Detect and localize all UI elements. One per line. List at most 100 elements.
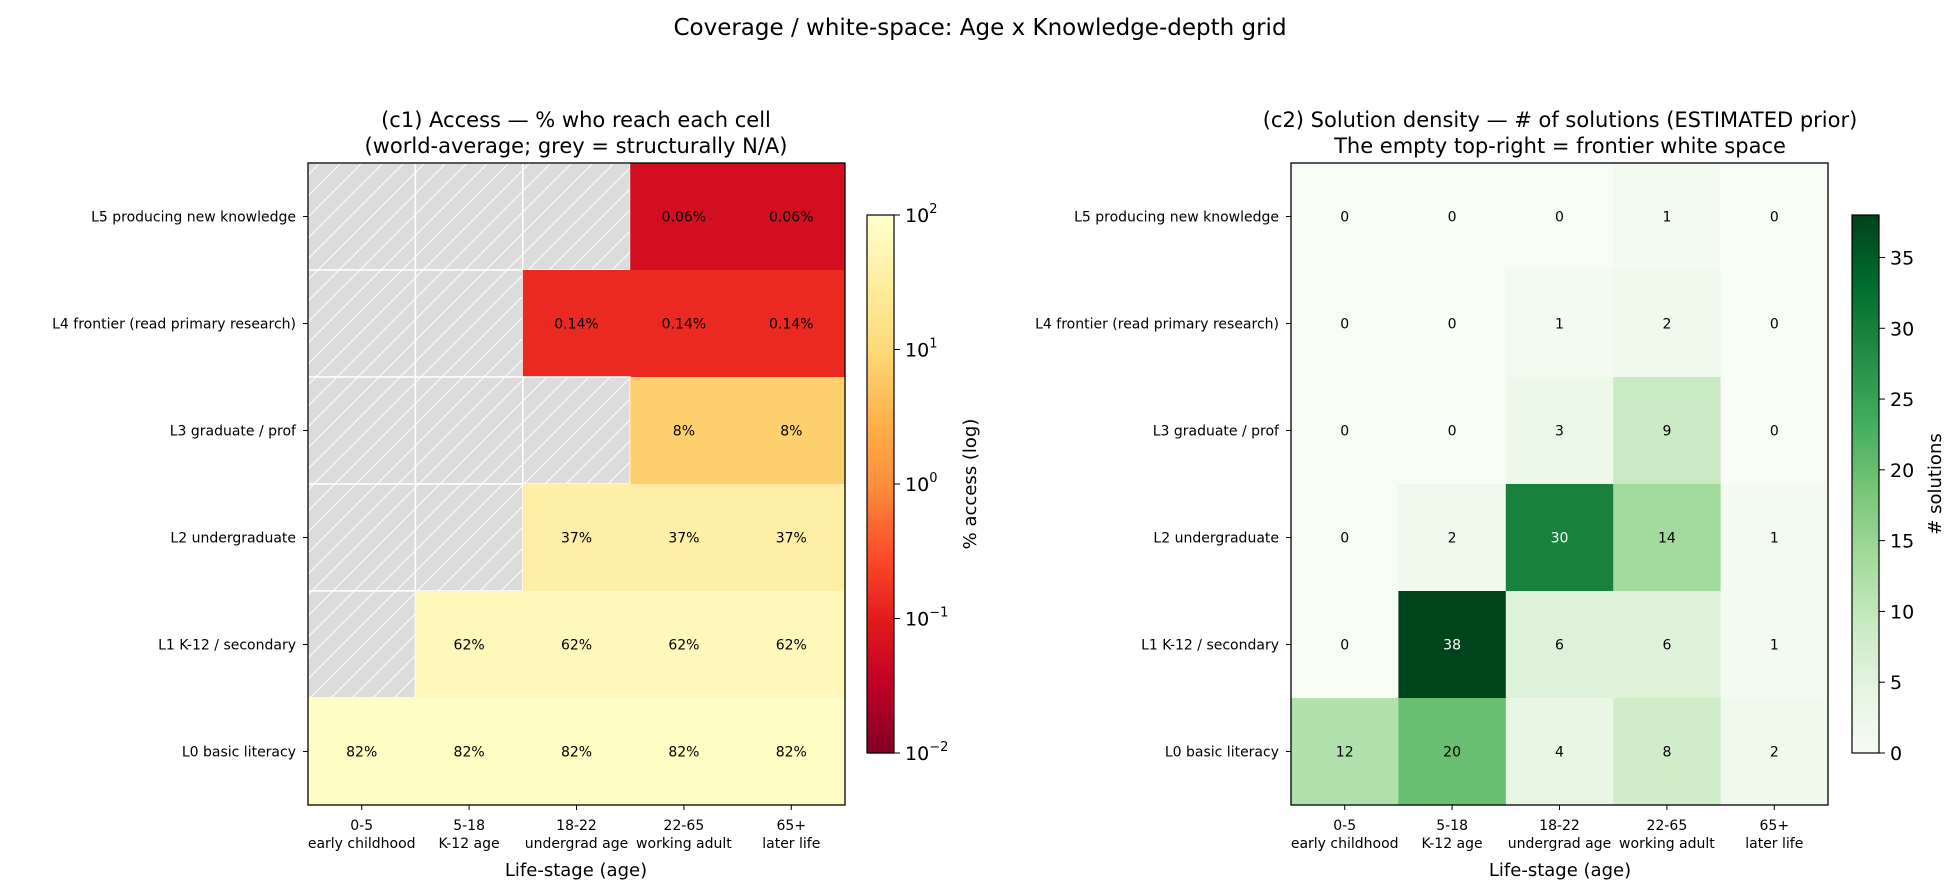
access-colorbar-gradient-step bbox=[867, 658, 894, 664]
solutions-colorbar-gradient-step bbox=[1852, 228, 1879, 234]
solutions-colorbar-gradient-step bbox=[1852, 501, 1879, 508]
solutions-colorbar-gradient-step bbox=[1852, 264, 1879, 270]
solutions-colorbar-gradient-step bbox=[1852, 412, 1879, 418]
access-colorbar-gradient-step bbox=[867, 600, 894, 606]
access-colorbar-gradient-step bbox=[867, 291, 894, 297]
solutions-panel: (c2) Solution density — # of solutions (… bbox=[1035, 108, 1946, 881]
solutions-cell-label: 0 bbox=[1448, 210, 1457, 226]
solutions-colorbar-gradient-step bbox=[1852, 223, 1879, 230]
access-colorbar-gradient-step bbox=[867, 322, 894, 328]
solutions-cell-label: 0 bbox=[1340, 424, 1349, 440]
solutions-cell bbox=[1291, 484, 1399, 592]
access-colorbar-gradient-step bbox=[867, 627, 894, 633]
access-colorbar-gradient-step bbox=[867, 528, 894, 534]
access-colorbar-tick-label: 102 bbox=[905, 202, 937, 227]
solutions-colorbar-gradient-step bbox=[1852, 667, 1879, 673]
solutions-colorbar-gradient-step bbox=[1852, 748, 1879, 754]
access-cell-label: 82% bbox=[346, 745, 377, 761]
access-colorbar-gradient-step bbox=[867, 466, 894, 472]
access-colorbar-gradient-step bbox=[867, 726, 894, 732]
solutions-cell bbox=[1291, 591, 1399, 699]
solutions-colorbar-gradient-step bbox=[1852, 439, 1879, 445]
access-colorbar-gradient-step bbox=[867, 564, 894, 570]
access-colorbar-gradient-step bbox=[867, 537, 894, 543]
access-colorbar-gradient-step bbox=[867, 636, 894, 642]
solutions-colorbar-gradient-step bbox=[1852, 362, 1879, 369]
access-cell-label: 37% bbox=[776, 531, 807, 547]
access-colorbar-gradient-step bbox=[867, 385, 894, 391]
access-colorbar-gradient-step bbox=[867, 712, 894, 718]
solutions-colorbar-gradient-step bbox=[1852, 407, 1879, 413]
access-colorbar-gradient-step bbox=[867, 587, 894, 593]
access-y-tick-label: L1 K-12 / secondary bbox=[158, 638, 296, 654]
solutions-x-tick-labels: 0-5 early childhood 5-18 K-12 age 18-22 under… bbox=[1291, 805, 1803, 852]
solutions-colorbar-gradient-step bbox=[1852, 510, 1879, 516]
solutions-colorbar-gradient-step bbox=[1852, 497, 1879, 503]
access-colorbar-gradient-step bbox=[867, 452, 894, 458]
solutions-cell bbox=[1291, 163, 1399, 271]
access-colorbar-gradient-step bbox=[867, 479, 894, 485]
access-cell-label: 82% bbox=[454, 745, 485, 761]
solutions-colorbar-gradient-step bbox=[1852, 484, 1879, 490]
solutions-y-tick-label: L4 frontier (read primary research) bbox=[1035, 317, 1279, 333]
access-colorbar-gradient-step bbox=[867, 676, 894, 682]
na-cell bbox=[307, 162, 417, 271]
na-cell bbox=[307, 376, 417, 485]
solutions-colorbar-gradient-step bbox=[1852, 640, 1879, 646]
access-colorbar-tick-label: 101 bbox=[905, 337, 937, 362]
access-cell bbox=[522, 591, 631, 699]
solutions-y-tick-label: L1 K-12 / secondary bbox=[1141, 638, 1279, 654]
access-panel: (c1) Access — % who reach each cell (wor… bbox=[52, 108, 981, 881]
access-colorbar-gradient-step bbox=[867, 421, 894, 427]
solutions-title-line-1: (c2) Solution density — # of solutions (… bbox=[1263, 108, 1858, 132]
solutions-colorbar-gradient-step bbox=[1852, 479, 1879, 485]
access-colorbar-gradient-step bbox=[867, 690, 894, 696]
access-colorbar-gradient-step bbox=[867, 309, 894, 315]
solutions-cell bbox=[1505, 270, 1614, 378]
na-cell bbox=[414, 269, 524, 378]
solutions-cell-label: 1 bbox=[1770, 638, 1779, 654]
access-colorbar-gradient-step bbox=[867, 345, 894, 351]
access-colorbar-gradient-step bbox=[867, 457, 894, 463]
access-colorbar-gradient-step bbox=[867, 645, 894, 651]
access-colorbar-gradient-step bbox=[867, 470, 894, 476]
solutions-colorbar-gradient-step bbox=[1852, 255, 1879, 261]
access-colorbar-gradient-step bbox=[867, 663, 894, 669]
solutions-cell bbox=[1398, 377, 1507, 485]
solutions-colorbar-gradient-step bbox=[1852, 560, 1879, 566]
solutions-colorbar-gradient-step bbox=[1852, 744, 1879, 750]
access-cell bbox=[415, 698, 524, 806]
solutions-colorbar-gradient-step bbox=[1852, 721, 1879, 727]
access-cell-label: 62% bbox=[776, 638, 807, 654]
access-colorbar-gradient-step bbox=[867, 331, 894, 337]
solutions-cell-label: 0 bbox=[1340, 317, 1349, 333]
solutions-colorbar-gradient-step bbox=[1852, 600, 1879, 606]
solutions-colorbar-gradient-step bbox=[1852, 304, 1879, 310]
solutions-cell-label: 14 bbox=[1658, 531, 1676, 547]
solutions-colorbar-gradient-step bbox=[1852, 309, 1879, 315]
solutions-cell-label: 0 bbox=[1448, 424, 1457, 440]
solutions-y-tick-label: L3 graduate / prof bbox=[1153, 424, 1280, 440]
access-cell-label: 8% bbox=[780, 424, 802, 440]
solutions-colorbar-gradient-step bbox=[1852, 717, 1879, 723]
access-colorbar-tick-label: 10−1 bbox=[905, 606, 948, 631]
solutions-colorbar-gradient-step bbox=[1852, 215, 1879, 221]
solutions-colorbar-gradient-step bbox=[1852, 663, 1879, 669]
solutions-cells: 0 0 0 1 00 0 1 2 00 0 3 9 00 2 30 14 10 38 6 6 112 20 4 8 2 bbox=[1291, 163, 1829, 806]
access-x-tick-label-line-1: 5-18 bbox=[453, 818, 485, 834]
solutions-cell-label: 6 bbox=[1555, 638, 1564, 654]
solutions-colorbar-gradient-step bbox=[1852, 277, 1879, 283]
solutions-colorbar-gradient-step bbox=[1852, 488, 1879, 494]
solutions-colorbar-gradient-step bbox=[1852, 461, 1879, 467]
solutions-colorbar-gradient-step bbox=[1852, 515, 1879, 521]
solutions-colorbar-gradient-step bbox=[1852, 524, 1879, 530]
solutions-cell bbox=[1720, 698, 1829, 806]
solutions-cell-label: 0 bbox=[1340, 210, 1349, 226]
access-colorbar-gradient-step bbox=[867, 416, 894, 422]
solutions-colorbar-gradient-step bbox=[1852, 349, 1879, 355]
access-colorbar-label: % access (log) bbox=[960, 419, 981, 550]
solutions-colorbar-tick-label: 0 bbox=[1890, 743, 1902, 765]
solutions-colorbar-gradient-step bbox=[1852, 631, 1879, 638]
access-colorbar-gradient-step bbox=[867, 380, 894, 386]
access-colorbar-gradient-step bbox=[867, 259, 894, 265]
